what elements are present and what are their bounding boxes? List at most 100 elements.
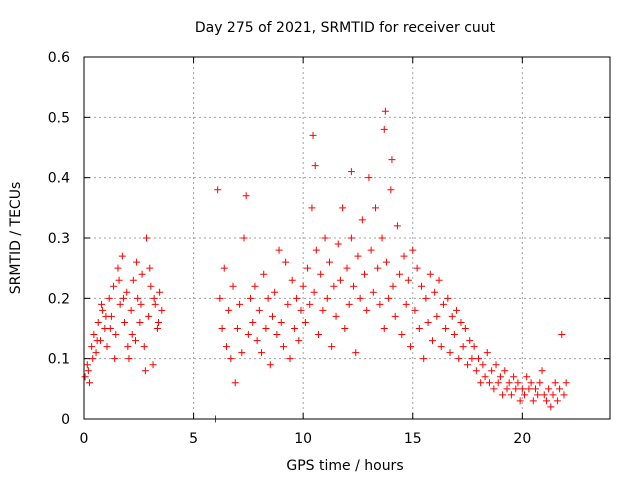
data-point (347, 168, 355, 176)
data-point (105, 294, 113, 302)
data-point (365, 174, 373, 182)
data-point (435, 276, 443, 284)
data-point (367, 246, 375, 254)
data-point (538, 367, 546, 375)
data-point (295, 337, 303, 345)
data-point (481, 373, 489, 381)
data-point (400, 252, 408, 260)
data-point (124, 343, 132, 351)
y-tick-label: 0.5 (48, 110, 70, 126)
data-point (220, 264, 228, 272)
data-point (132, 337, 140, 345)
data-point (358, 216, 366, 224)
data-point (247, 294, 255, 302)
data-point (119, 294, 127, 302)
data-point (89, 355, 97, 363)
data-point (136, 318, 144, 326)
data-point (479, 361, 487, 369)
data-point (260, 270, 268, 278)
data-point (277, 318, 285, 326)
data-point (514, 379, 522, 387)
data-point (145, 312, 153, 320)
data-point (354, 252, 362, 260)
data-point (389, 282, 397, 290)
data-point (551, 379, 559, 387)
data-point (512, 385, 520, 393)
data-point (490, 385, 498, 393)
data-point (510, 373, 518, 381)
data-point (111, 355, 119, 363)
data-point (343, 264, 351, 272)
data-point (540, 391, 548, 399)
data-point (299, 282, 307, 290)
data-point (385, 294, 393, 302)
data-point (409, 246, 417, 254)
data-point (350, 282, 358, 290)
data-point (402, 300, 410, 308)
data-point (516, 397, 524, 405)
data-point (306, 300, 314, 308)
data-point (413, 264, 421, 272)
data-point (90, 331, 98, 339)
data-point (112, 331, 120, 339)
y-tick-label: 0.1 (48, 352, 70, 368)
data-point (125, 355, 133, 363)
data-point (330, 282, 338, 290)
data-point (214, 186, 222, 194)
data-point (475, 355, 482, 363)
data-point (103, 343, 111, 351)
data-point (293, 294, 301, 302)
data-point (242, 192, 250, 200)
y-axis: 0 0.1 0.2 0.3 0.4 0.5 0.6 (48, 50, 610, 428)
x-tick-label: 5 (189, 431, 198, 447)
data-point (336, 276, 344, 284)
data-point (98, 300, 106, 308)
data-point (529, 397, 537, 405)
data-point (505, 379, 513, 387)
data-point (361, 270, 369, 278)
data-point (301, 318, 309, 326)
plot-frame (83, 56, 611, 420)
data-point (251, 282, 259, 290)
data-point (388, 156, 396, 164)
y-tick-label: 0.2 (48, 291, 70, 307)
data-point (404, 276, 412, 284)
data-point (127, 306, 135, 314)
data-point (422, 294, 430, 302)
data-point (547, 403, 555, 411)
data-point (253, 337, 261, 345)
data-point (85, 379, 93, 387)
data-point (356, 294, 364, 302)
data-point (218, 325, 226, 332)
y-tick-label: 0.4 (48, 171, 70, 187)
data-point (268, 312, 276, 320)
data-point (461, 325, 469, 332)
x-tick-label: 0 (80, 431, 89, 447)
data-point (229, 282, 237, 290)
data-point (115, 276, 123, 284)
data-point (521, 391, 529, 399)
data-point (553, 397, 561, 405)
data-point (128, 331, 136, 339)
data-point (118, 252, 126, 260)
data-point (99, 306, 107, 314)
data-point (398, 331, 406, 339)
x-tick-label: 10 (294, 431, 312, 447)
data-point (459, 343, 467, 351)
data-point (227, 355, 235, 363)
data-point (153, 325, 161, 332)
data-point (525, 385, 533, 393)
data-point (233, 325, 241, 332)
data-point (255, 306, 263, 314)
data-point (258, 349, 266, 357)
data-point (309, 131, 317, 139)
data-point (431, 288, 439, 296)
data-point (534, 391, 542, 399)
data-point (433, 312, 441, 320)
data-point (114, 264, 122, 272)
data-point (437, 343, 445, 351)
data-point (134, 294, 142, 302)
data-points (81, 107, 570, 423)
data-point (238, 349, 246, 357)
